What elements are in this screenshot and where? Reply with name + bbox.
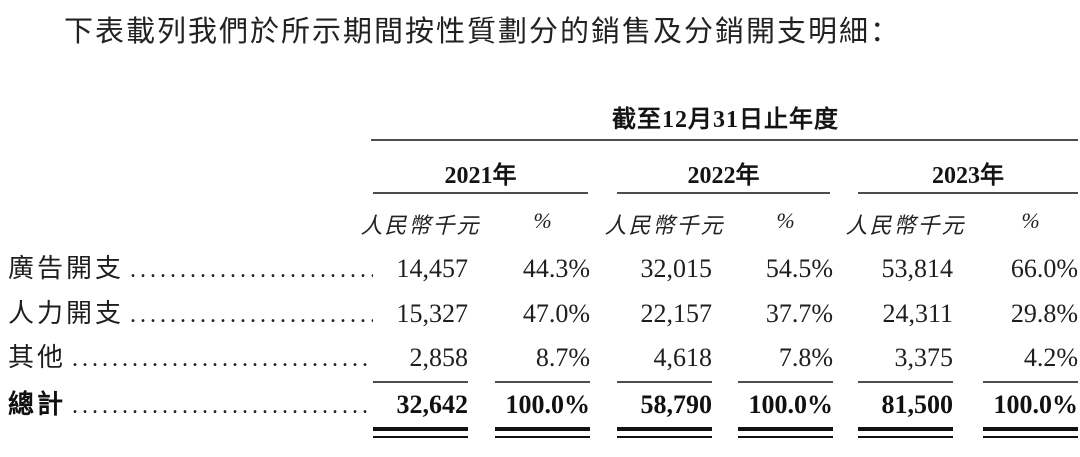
table-row-total: 總計 32,642 100.0% 58,790 100.0% 81,500 10…	[8, 388, 1078, 438]
subheader-2023-percent: %	[1021, 208, 1040, 233]
row-label: 廣告開支	[8, 254, 125, 283]
row-label: 總計	[8, 390, 67, 419]
cell-value: 22,157	[640, 299, 713, 328]
cell-2023-amount: 3,375	[858, 341, 953, 383]
subheader-2021-amount: 人民幣千元	[360, 213, 481, 238]
cell-2021-amount: 2,858	[373, 341, 468, 383]
subheader-2022-percent: %	[776, 208, 795, 233]
cell-2023-percent: 66.0%	[983, 252, 1078, 286]
cell-2022-percent: 100.0%	[738, 388, 833, 438]
cell-2023-amount: 81,500	[858, 388, 953, 438]
total-double-rule	[617, 427, 712, 438]
subtotal-rule	[495, 381, 590, 383]
dot-leader	[72, 341, 373, 376]
cell-value: 58,790	[640, 390, 713, 419]
cell-value: 32,642	[396, 390, 469, 419]
cell-2023-amount: 24,311	[858, 297, 953, 331]
subheader-2023-amount: 人民幣千元	[845, 213, 966, 238]
cell-2021-percent: 100.0%	[495, 388, 590, 438]
dot-leader	[130, 297, 373, 332]
cell-value: 100.0%	[993, 390, 1079, 419]
table-row-advertising: 廣告開支 14,457 44.3% 32,015 54.5% 53,814 66…	[8, 252, 1078, 287]
cell-2021-amount: 15,327	[373, 297, 469, 331]
cell-value: 29.8%	[1010, 299, 1078, 328]
cell-2023-amount: 53,814	[858, 252, 954, 286]
cell-value: 32,015	[640, 254, 713, 283]
total-double-rule	[495, 427, 590, 438]
cell-2022-amount: 22,157	[617, 297, 713, 331]
row-label-cell: 其他	[8, 341, 373, 376]
cell-2023-percent: 4.2%	[983, 341, 1078, 383]
cell-value: 2,858	[409, 343, 469, 372]
year-rule-2023	[858, 192, 1078, 194]
dot-leader	[72, 388, 373, 423]
cell-2022-percent: 54.5%	[738, 252, 833, 286]
subtotal-rule	[983, 381, 1078, 383]
cell-value: 3,375	[894, 343, 954, 372]
cell-value: 4,618	[653, 343, 713, 372]
row-label-cell: 廣告開支	[8, 252, 373, 287]
cell-2021-amount: 32,642	[373, 388, 468, 438]
dot-leader	[130, 252, 373, 287]
cell-2021-percent: 8.7%	[495, 341, 590, 383]
year-header-2022: 2022年	[687, 163, 760, 189]
total-double-rule	[373, 427, 468, 438]
subtotal-rule	[617, 381, 712, 383]
subheader-2021-percent: %	[533, 208, 552, 233]
cell-value: 15,327	[396, 299, 469, 328]
cell-2022-percent: 7.8%	[738, 341, 833, 383]
cell-value: 100.0%	[505, 390, 591, 419]
cell-value: 37.7%	[765, 299, 833, 328]
total-double-rule	[858, 427, 953, 438]
table-top-rule	[371, 139, 1078, 141]
row-label: 其他	[8, 343, 67, 372]
cell-value: 8.7%	[535, 343, 590, 372]
table-row-others: 其他 2,858 8.7% 4,618 7.8% 3,375 4.2%	[8, 341, 1078, 383]
subheader-2022-amount: 人民幣千元	[604, 213, 725, 238]
year-header-2023: 2023年	[932, 163, 1004, 189]
cell-2022-amount: 4,618	[617, 341, 712, 383]
total-double-rule	[983, 427, 1078, 438]
cell-value: 24,311	[882, 299, 953, 328]
cell-2021-percent: 44.3%	[495, 252, 590, 286]
cell-value: 7.8%	[778, 343, 833, 372]
cell-2023-percent: 100.0%	[983, 388, 1078, 438]
cell-2022-amount: 32,015	[617, 252, 713, 286]
cell-2021-amount: 14,457	[373, 252, 469, 286]
cell-2023-percent: 29.8%	[983, 297, 1078, 331]
cell-2022-amount: 58,790	[617, 388, 712, 438]
subtotal-rule	[858, 381, 953, 383]
cell-value: 4.2%	[1023, 343, 1078, 372]
total-double-rule	[738, 427, 833, 438]
year-rule-2022	[617, 192, 830, 194]
cell-value: 66.0%	[1010, 254, 1078, 283]
cell-value: 54.5%	[765, 254, 833, 283]
subtotal-rule	[738, 381, 833, 383]
cell-value: 14,457	[396, 254, 469, 283]
row-label-cell: 人力開支	[8, 297, 373, 332]
cell-value: 44.3%	[522, 254, 590, 283]
cell-value: 47.0%	[522, 299, 590, 328]
cell-value: 81,500	[881, 390, 954, 419]
subtotal-rule	[373, 381, 468, 383]
cell-2022-percent: 37.7%	[738, 297, 833, 331]
cell-value: 100.0%	[748, 390, 834, 419]
table-row-staff: 人力開支 15,327 47.0% 22,157 37.7% 24,311 29…	[8, 297, 1078, 332]
row-label-cell: 總計	[8, 388, 373, 423]
cell-value: 53,814	[881, 254, 954, 283]
cell-2021-percent: 47.0%	[495, 297, 590, 331]
year-header-2021: 2021年	[444, 163, 517, 189]
intro-text: 下表載列我們於所示期間按性質劃分的銷售及分銷開支明細：	[64, 16, 902, 48]
row-label: 人力開支	[8, 299, 125, 328]
period-header: 截至12月31日止年度	[612, 107, 839, 133]
year-rule-2021	[373, 192, 588, 194]
